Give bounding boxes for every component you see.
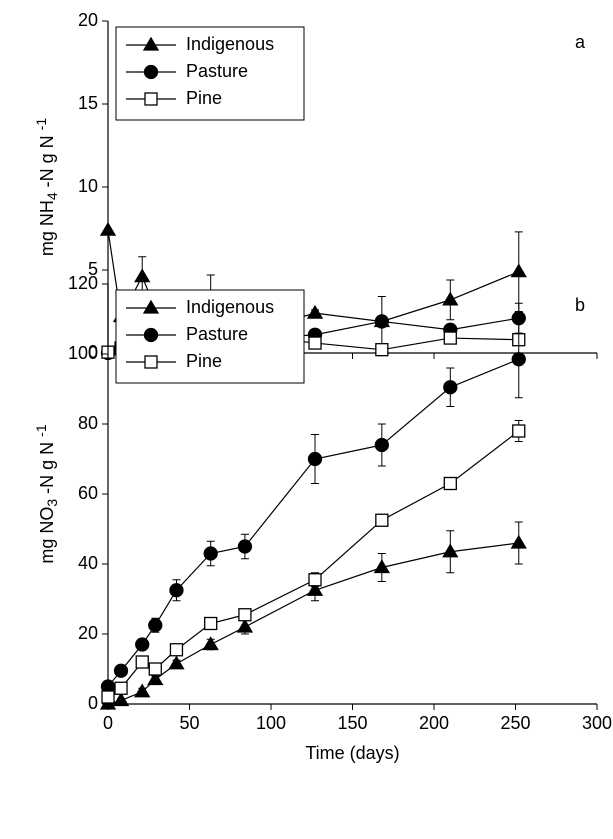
x-axis-label: Time (days) xyxy=(305,743,399,763)
legend-marker xyxy=(144,355,158,369)
legend-label: Indigenous xyxy=(186,34,274,54)
marker xyxy=(308,336,322,350)
y-label-part: 3 xyxy=(44,499,60,507)
y-tick-label: 20 xyxy=(78,10,98,30)
marker xyxy=(238,608,252,622)
legend-label: Pine xyxy=(186,351,222,371)
marker xyxy=(443,380,458,395)
y-label-part: 4 xyxy=(44,192,60,200)
marker xyxy=(169,643,184,657)
x-tick-label: 150 xyxy=(337,713,367,733)
y-tick-label: 0 xyxy=(88,693,98,713)
y-tick-label: 20 xyxy=(78,623,98,643)
marker xyxy=(237,539,253,554)
y-label-part: -1 xyxy=(33,118,49,131)
series-line xyxy=(107,358,519,687)
marker xyxy=(442,543,459,558)
marker xyxy=(147,671,164,686)
x-tick-label: 200 xyxy=(419,713,449,733)
marker xyxy=(306,581,324,596)
legend-marker xyxy=(142,36,160,51)
y-label-part: mg NH xyxy=(37,200,57,256)
marker xyxy=(375,343,389,357)
marker xyxy=(99,221,117,236)
y-tick-label: 100 xyxy=(68,343,98,363)
legend-label: Indigenous xyxy=(186,297,274,317)
y-label-part: -1 xyxy=(33,424,49,437)
marker xyxy=(202,636,219,651)
legend-label: Pasture xyxy=(186,61,248,81)
x-tick-label: 50 xyxy=(179,713,199,733)
marker xyxy=(114,681,128,695)
marker xyxy=(168,655,185,670)
panel-label: a xyxy=(575,32,586,52)
marker xyxy=(510,263,527,278)
marker xyxy=(308,573,322,587)
marker xyxy=(374,314,389,329)
marker xyxy=(148,618,163,633)
marker xyxy=(101,690,115,704)
legend-marker xyxy=(143,64,159,80)
legend-marker xyxy=(144,92,158,106)
marker xyxy=(236,618,254,633)
x-tick-label: 250 xyxy=(500,713,530,733)
marker xyxy=(510,534,527,549)
y-tick-label: 40 xyxy=(78,553,98,573)
y-tick-label: 0 xyxy=(88,342,98,362)
marker xyxy=(135,637,150,652)
y-tick-label: 5 xyxy=(88,259,98,279)
marker xyxy=(306,304,324,319)
y-tick-label: 10 xyxy=(78,176,98,196)
marker xyxy=(113,663,129,678)
y-axis-label: mg NH4 -N g N -1 xyxy=(33,118,60,256)
y-label-part: -N g N xyxy=(37,130,57,192)
marker xyxy=(169,583,184,598)
x-tick-label: 0 xyxy=(103,713,113,733)
y-tick-label: 15 xyxy=(78,93,98,113)
legend-label: Pine xyxy=(186,88,222,108)
marker xyxy=(112,692,130,707)
series-line xyxy=(107,430,520,698)
legend-marker xyxy=(142,299,160,314)
marker xyxy=(512,424,526,438)
x-tick-label: 300 xyxy=(582,713,612,733)
legend-label: Pasture xyxy=(186,324,248,344)
y-label-part: mg NO xyxy=(37,507,57,564)
marker xyxy=(135,655,149,669)
marker xyxy=(307,451,323,467)
marker xyxy=(443,331,457,345)
marker xyxy=(442,291,459,306)
legend-marker xyxy=(143,327,159,343)
y-axis-label: mg NO3 -N g N -1 xyxy=(33,424,60,563)
marker xyxy=(134,683,151,698)
marker xyxy=(374,437,389,453)
marker xyxy=(204,616,218,631)
panel-label: b xyxy=(575,295,585,315)
y-label-part: -N g N xyxy=(37,437,57,499)
y-tick-label: 60 xyxy=(78,483,98,503)
y-tick-label: 80 xyxy=(78,413,98,433)
marker xyxy=(511,352,526,367)
marker xyxy=(373,559,390,574)
y-tick-label: 120 xyxy=(68,273,98,293)
x-tick-label: 100 xyxy=(256,713,286,733)
marker xyxy=(134,268,151,283)
marker xyxy=(375,513,389,527)
marker xyxy=(148,662,162,676)
marker xyxy=(203,546,218,561)
marker xyxy=(443,476,457,491)
series-line xyxy=(107,542,519,705)
